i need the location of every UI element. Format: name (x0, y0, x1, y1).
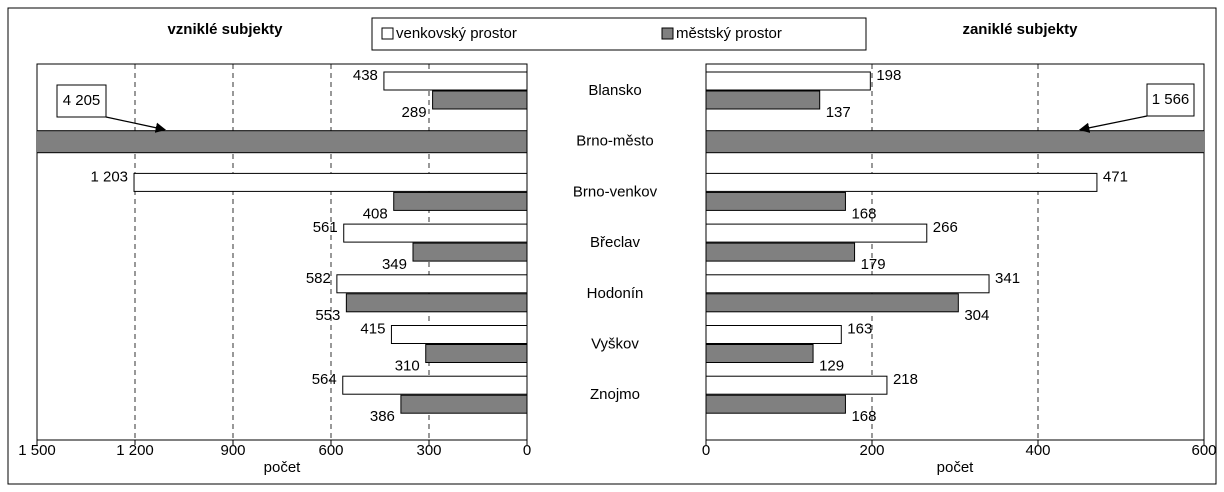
bar (706, 130, 1204, 154)
bar (342, 375, 527, 395)
bar (345, 293, 527, 313)
data-label: 289 (402, 104, 427, 121)
data-label: 438 (353, 67, 378, 84)
panel-title: zaniklé subjekty (962, 21, 1078, 38)
data-label: 179 (861, 256, 886, 273)
x-tick-label: 600 (318, 442, 343, 459)
bar (706, 274, 990, 294)
data-label: 198 (876, 67, 901, 84)
data-label: 561 (313, 219, 338, 236)
data-label: 564 (312, 371, 337, 388)
bar (706, 191, 846, 211)
data-label: 218 (893, 371, 918, 388)
x-tick-label: 0 (523, 442, 531, 459)
x-tick-label: 0 (702, 442, 710, 459)
bar (390, 325, 527, 344)
category-label: Brno-město (576, 133, 654, 150)
x-tick-label: 400 (1025, 442, 1050, 459)
panel-title: vzniklé subjekty (167, 21, 283, 38)
bar (412, 242, 527, 262)
bars (37, 71, 527, 414)
legend-label: městský prostor (676, 25, 782, 42)
bar (706, 394, 846, 414)
x-tick-label: 1 200 (116, 442, 154, 459)
annotation-box (1146, 83, 1195, 117)
data-label: 129 (819, 357, 844, 374)
legend (371, 17, 867, 51)
data-label: 137 (826, 104, 851, 121)
data-label: 415 (360, 320, 385, 337)
bar (706, 242, 856, 262)
category-label: Hodonín (587, 285, 644, 302)
data-label: 341 (995, 270, 1020, 287)
bar (706, 90, 821, 110)
bar (706, 71, 871, 91)
data-label: 310 (395, 357, 420, 374)
x-tick-label: 300 (416, 442, 441, 459)
bar (432, 90, 527, 110)
annotation-arrow (105, 116, 167, 133)
bar (706, 325, 842, 344)
category-label: Znojmo (590, 386, 640, 403)
annotation-arrow (1078, 115, 1148, 133)
legend-label: venkovský prostor (396, 25, 517, 42)
bar (706, 344, 814, 363)
category-label: Brno-venkov (573, 183, 658, 200)
legend-swatch (661, 27, 674, 40)
bar (425, 344, 527, 363)
legend-swatch (381, 27, 394, 40)
bar (393, 191, 527, 211)
data-label: 349 (382, 256, 407, 273)
bar (706, 375, 888, 395)
frame (7, 7, 1217, 485)
bar (400, 394, 527, 414)
x-axis-label: počet (937, 459, 975, 476)
data-label: 553 (315, 307, 340, 324)
data-label: 168 (851, 408, 876, 425)
bar (336, 274, 527, 294)
category-label: Vyškov (591, 335, 639, 352)
category-label: Břeclav (590, 234, 641, 251)
bar (706, 293, 959, 313)
bar (37, 130, 527, 154)
data-label: 1 203 (90, 168, 128, 185)
data-label: 408 (363, 205, 388, 222)
data-label: 1 566 (1152, 91, 1190, 108)
bar (706, 223, 928, 243)
data-label: 386 (370, 408, 395, 425)
data-label: 471 (1103, 168, 1128, 185)
data-label: 266 (933, 219, 958, 236)
data-label: 304 (964, 307, 989, 324)
x-tick-label: 600 (1191, 442, 1216, 459)
bar (706, 172, 1098, 192)
x-axis-label: počet (264, 459, 302, 476)
bar (383, 71, 527, 91)
bars (706, 71, 1204, 414)
bar (133, 172, 527, 192)
x-tick-label: 900 (220, 442, 245, 459)
data-label: 168 (851, 205, 876, 222)
category-label: Blansko (588, 82, 641, 99)
data-label: 163 (847, 320, 872, 337)
annotation-box (56, 84, 107, 118)
x-tick-label: 1 500 (18, 442, 56, 459)
data-label: 582 (306, 270, 331, 287)
x-tick-label: 200 (859, 442, 884, 459)
data-label: 4 205 (63, 92, 101, 109)
bar (343, 223, 527, 243)
